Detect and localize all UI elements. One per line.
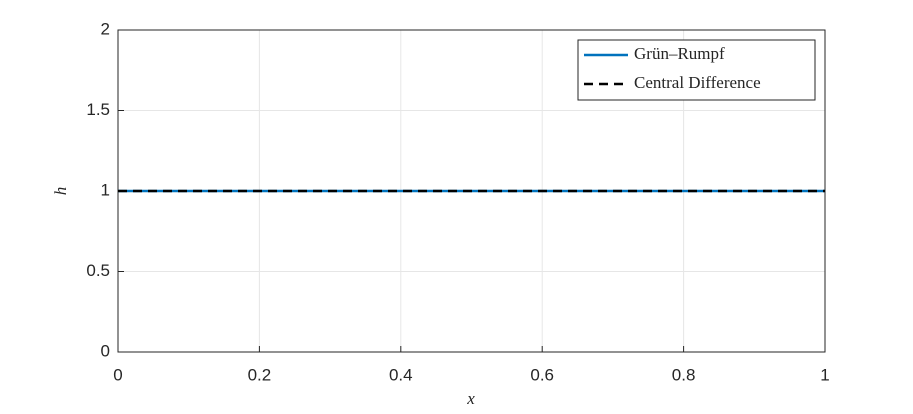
y-tick-label: 2: [101, 19, 110, 38]
y-tick-label: 1.5: [86, 100, 110, 119]
y-tick-label: 1: [101, 180, 110, 199]
legend-label: Grün–Rumpf: [634, 44, 725, 63]
x-tick-label: 0.6: [530, 365, 554, 384]
x-tick-label: 0.2: [248, 365, 272, 384]
x-tick-label: 0: [113, 365, 122, 384]
x-axis-label: x: [466, 389, 475, 408]
x-tick-label: 0.4: [389, 365, 413, 384]
x-tick-label: 1: [820, 365, 829, 384]
y-tick-label: 0.5: [86, 261, 110, 280]
legend-label: Central Difference: [634, 73, 761, 92]
y-axis-label: h: [51, 187, 70, 196]
y-tick-label: 0: [101, 341, 110, 360]
x-tick-label: 0.8: [672, 365, 696, 384]
legend-box: [577, 39, 816, 101]
